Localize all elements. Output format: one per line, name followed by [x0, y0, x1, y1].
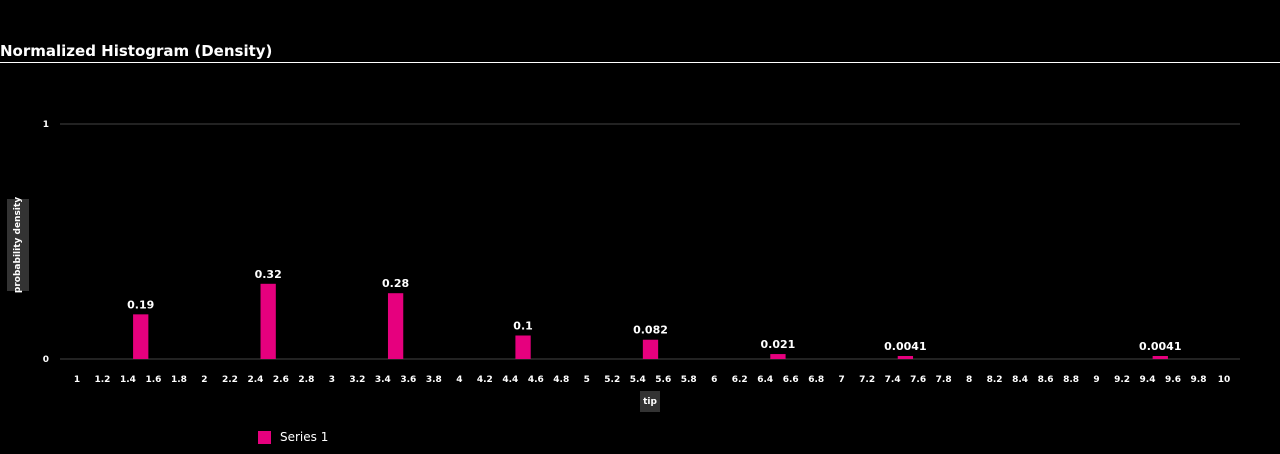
x-tick-label: 1.4: [120, 375, 136, 385]
data-label: 0.0041: [1139, 340, 1181, 353]
x-tick-label: 1: [74, 375, 80, 385]
x-tick-label: 4.4: [502, 375, 518, 385]
x-tick-label: 7.2: [859, 375, 875, 385]
x-tick-label: 5: [584, 375, 590, 385]
x-tick-label: 8.8: [1063, 375, 1079, 385]
x-tick-label: 4.8: [553, 375, 569, 385]
x-tick-label: 5.2: [604, 375, 620, 385]
x-tick-label: 6.8: [808, 375, 824, 385]
bar: [897, 356, 914, 359]
x-tick-label: 8: [966, 375, 972, 385]
data-label: 0.32: [255, 268, 282, 281]
chart-title: Normalized Histogram (Density): [0, 42, 273, 60]
x-tick-label: 8.4: [1012, 375, 1028, 385]
bar: [1152, 356, 1168, 359]
data-label: 0.021: [761, 338, 796, 351]
x-axis-label-box: tip: [640, 391, 660, 412]
legend-label: Series 1: [280, 430, 329, 444]
x-tick-label: 6.4: [757, 375, 773, 385]
x-tick-label: 1.8: [171, 375, 187, 385]
y-tick-label: 0: [43, 355, 49, 365]
y-tick-label: 1: [43, 120, 49, 130]
x-tick-label: 2.6: [273, 375, 289, 385]
x-tick-label: 8.6: [1038, 375, 1054, 385]
bar: [133, 314, 149, 359]
data-label: 0.082: [633, 324, 668, 337]
x-tick-label: 2.4: [247, 375, 263, 385]
x-tick-label: 6.2: [732, 375, 748, 385]
x-tick-label: 9.4: [1140, 375, 1156, 385]
bar: [770, 354, 786, 359]
x-tick-label: 3.2: [349, 375, 365, 385]
x-tick-label: 3.4: [375, 375, 391, 385]
x-tick-label: 6: [711, 375, 717, 385]
bar: [515, 335, 531, 359]
x-tick-label: 3.8: [426, 375, 442, 385]
x-tick-label: 10: [1218, 375, 1231, 385]
x-tick-label: 6.6: [783, 375, 799, 385]
data-label: 0.19: [127, 298, 154, 311]
x-tick-label: 5.4: [630, 375, 646, 385]
x-axis-label: tip: [643, 396, 657, 407]
data-label: 0.1: [513, 320, 533, 333]
data-label: 0.0041: [884, 340, 926, 353]
x-tick-label: 9.8: [1191, 375, 1207, 385]
x-tick-label: 9.2: [1114, 375, 1130, 385]
x-tick-label: 3.6: [400, 375, 416, 385]
x-tick-label: 7.4: [885, 375, 901, 385]
x-tick-label: 1.2: [95, 375, 111, 385]
x-tick-label: 4.2: [477, 375, 493, 385]
x-tick-label: 7: [839, 375, 845, 385]
data-label: 0.28: [382, 277, 409, 290]
x-tick-label: 9: [1093, 375, 1099, 385]
bar: [387, 293, 404, 359]
x-tick-label: 2: [201, 375, 207, 385]
bar: [260, 283, 276, 359]
x-tick-label: 5.6: [655, 375, 671, 385]
x-tick-label: 4.6: [528, 375, 544, 385]
bar: [642, 339, 659, 359]
title-divider: [0, 62, 1280, 63]
x-tick-label: 7.6: [910, 375, 926, 385]
legend[interactable]: Series 1: [258, 430, 328, 444]
legend-swatch: [258, 430, 271, 444]
y-axis-label-box: [7, 199, 29, 291]
x-tick-label: 8.2: [987, 375, 1003, 385]
x-tick-label: 1.6: [145, 375, 161, 385]
x-tick-label: 3: [329, 375, 335, 385]
x-tick-label: 7.8: [936, 375, 952, 385]
x-tick-label: 5.8: [681, 375, 697, 385]
x-tick-label: 2.2: [222, 375, 238, 385]
x-tick-label: 2.8: [298, 375, 314, 385]
x-tick-label: 4: [456, 375, 462, 385]
x-tick-label: 9.6: [1165, 375, 1181, 385]
y-axis-label: probability density: [13, 196, 23, 294]
